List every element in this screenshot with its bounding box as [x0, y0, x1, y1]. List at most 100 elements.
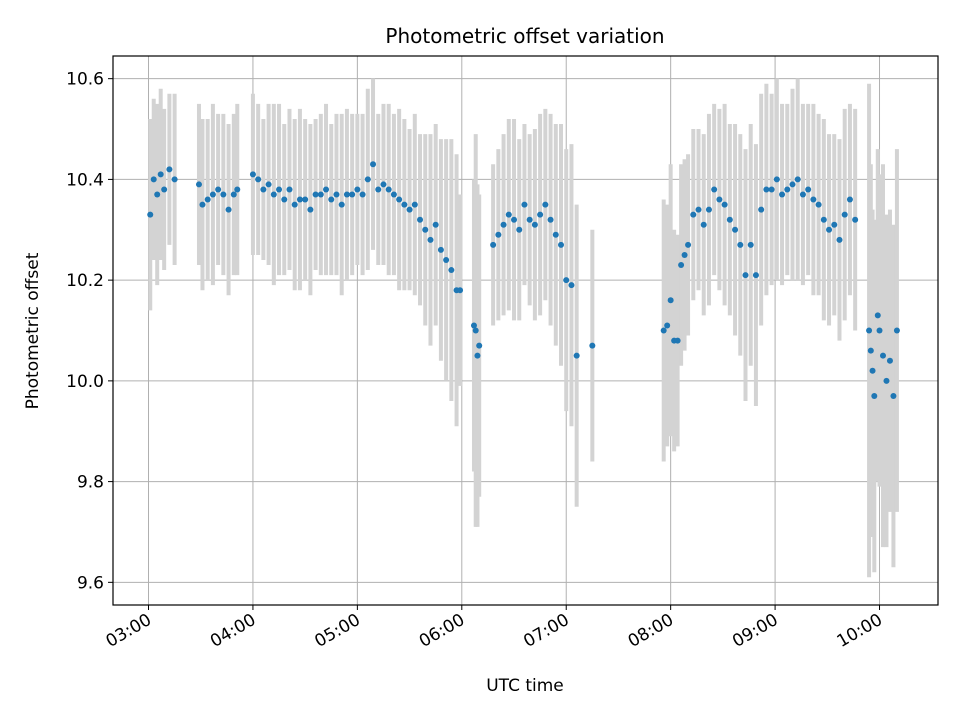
data-point — [531, 221, 538, 228]
data-point — [225, 206, 232, 213]
data-point — [380, 181, 387, 188]
data-point — [685, 241, 692, 248]
data-point — [589, 342, 596, 349]
data-point — [732, 226, 739, 233]
data-point — [893, 327, 900, 334]
data-point — [794, 176, 801, 183]
data-point — [161, 186, 168, 193]
data-point — [199, 201, 206, 208]
data-point — [317, 191, 324, 198]
data-point — [338, 201, 345, 208]
data-point — [249, 171, 256, 178]
data-point — [690, 211, 697, 218]
data-point — [302, 196, 309, 203]
data-point — [427, 236, 434, 243]
data-point — [234, 186, 241, 193]
data-point — [385, 186, 392, 193]
data-point — [495, 231, 502, 238]
data-point — [166, 166, 173, 173]
data-point — [737, 241, 744, 248]
data-point — [406, 206, 413, 213]
data-point — [472, 327, 479, 334]
data-point — [869, 367, 876, 374]
data-point — [805, 186, 812, 193]
y-tick-label: 9.8 — [77, 473, 104, 493]
data-point — [526, 216, 533, 223]
data-point — [660, 327, 667, 334]
x-axis-title: UTC time — [486, 676, 564, 696]
data-point — [291, 201, 298, 208]
data-point — [815, 201, 822, 208]
data-point — [880, 352, 886, 359]
data-point — [852, 216, 859, 223]
data-point — [558, 241, 565, 248]
data-point — [700, 221, 707, 228]
data-point — [375, 186, 382, 193]
data-point — [779, 191, 786, 198]
data-point — [784, 186, 791, 193]
data-point — [204, 196, 211, 203]
data-point — [457, 287, 464, 294]
data-point — [147, 211, 154, 218]
data-point — [370, 161, 377, 168]
data-point — [286, 186, 293, 193]
data-point — [150, 176, 157, 183]
data-point — [799, 191, 806, 198]
data-point — [705, 206, 712, 213]
data-point — [474, 352, 481, 359]
data-point — [333, 191, 340, 198]
data-point — [537, 211, 544, 218]
y-tick-label: 10.6 — [66, 70, 104, 90]
data-point — [742, 272, 749, 279]
data-point — [542, 201, 549, 208]
data-point — [826, 226, 833, 233]
data-point — [871, 392, 878, 399]
data-point — [354, 186, 361, 193]
data-point — [726, 216, 733, 223]
data-point — [667, 297, 674, 304]
data-point — [364, 176, 371, 183]
data-point — [516, 226, 523, 233]
data-point — [448, 267, 455, 274]
data-point — [752, 272, 759, 279]
data-point — [307, 206, 314, 213]
data-point — [773, 176, 780, 183]
data-point — [831, 221, 838, 228]
data-point — [390, 191, 397, 198]
data-point — [521, 201, 528, 208]
y-tick-label: 10.4 — [66, 170, 104, 190]
data-points — [147, 161, 900, 399]
data-point — [664, 322, 671, 329]
data-point — [215, 186, 222, 193]
chart-title: Photometric offset variation — [385, 24, 664, 48]
data-point — [255, 176, 262, 183]
data-point — [563, 277, 570, 284]
data-point — [890, 392, 897, 399]
data-point — [209, 191, 216, 198]
data-point — [230, 191, 237, 198]
data-point — [841, 211, 848, 218]
data-point — [220, 191, 227, 198]
data-point — [276, 186, 283, 193]
data-point — [154, 191, 161, 198]
y-tick-label: 9.6 — [77, 573, 104, 593]
data-point — [349, 191, 356, 198]
data-point — [721, 201, 728, 208]
plot-frame — [112, 55, 939, 606]
data-point — [490, 241, 497, 248]
data-point — [505, 211, 512, 218]
data-point — [716, 196, 723, 203]
data-point — [195, 181, 202, 188]
data-point — [323, 186, 330, 193]
data-point — [422, 226, 429, 233]
data-point — [500, 221, 507, 228]
data-point — [470, 322, 477, 329]
data-point — [417, 216, 424, 223]
data-point — [789, 181, 796, 188]
data-point — [681, 251, 688, 258]
data-point — [401, 201, 408, 208]
data-point — [432, 221, 439, 228]
data-point — [820, 216, 827, 223]
data-point — [270, 191, 277, 198]
data-point — [476, 342, 483, 349]
